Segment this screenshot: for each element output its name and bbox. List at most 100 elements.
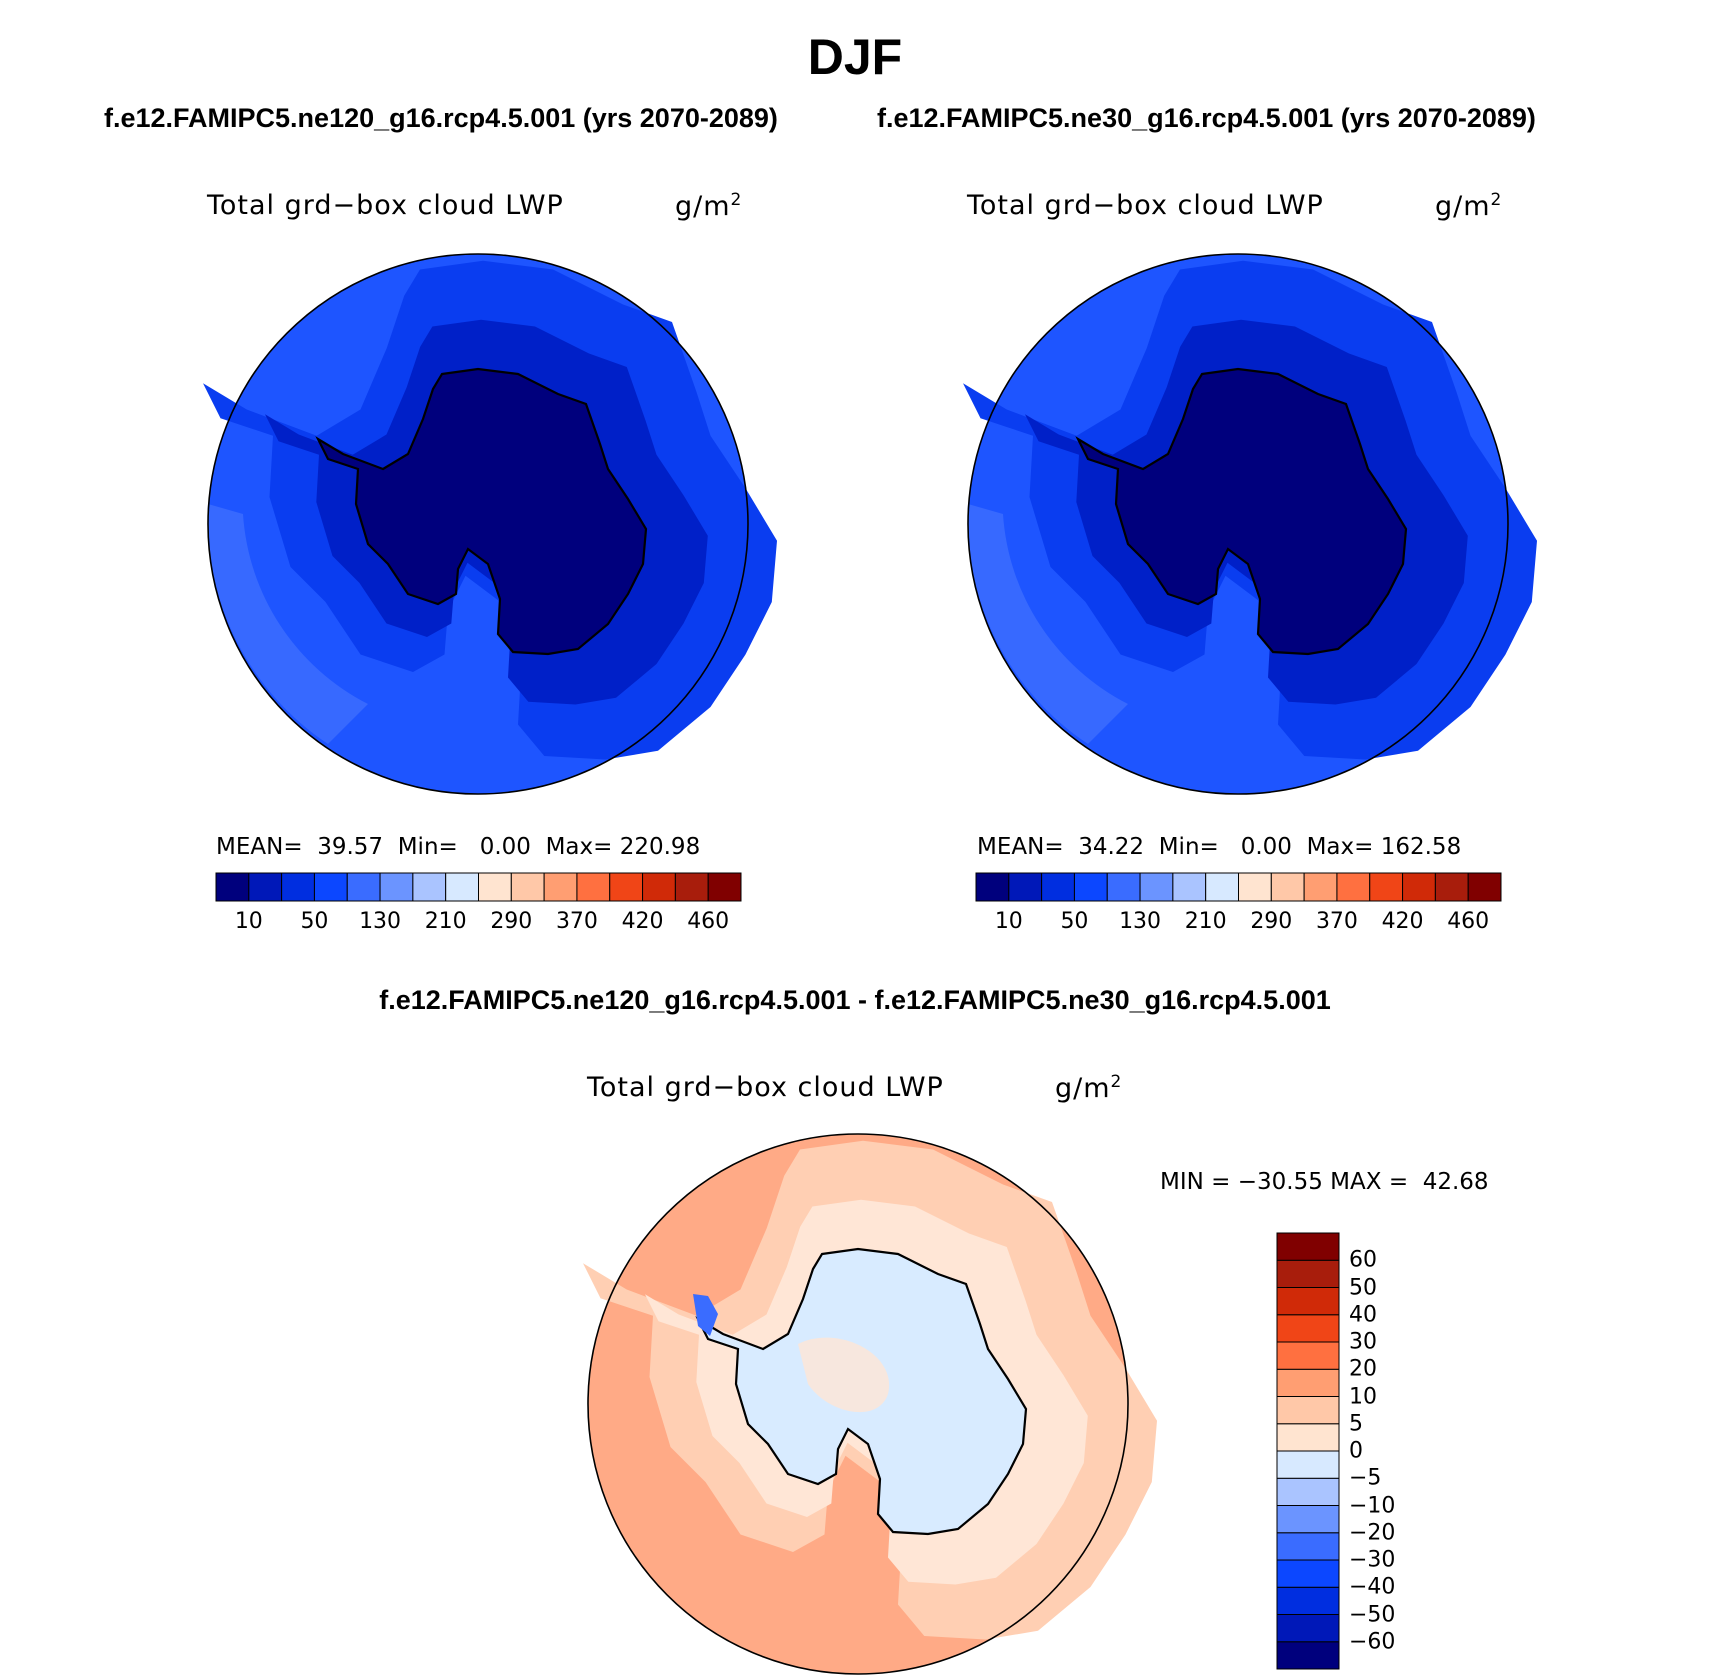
colorbar-swatch <box>707 872 742 902</box>
difference-stats: MIN = −30.55 MAX = 42.68 <box>1160 1169 1489 1195</box>
colorbar-tick-label: 290 <box>490 909 533 934</box>
colorbar-tick-label: 210 <box>424 909 467 934</box>
panel1-colorbar <box>215 872 742 902</box>
antarctica-coastline <box>315 367 648 656</box>
colorbar-tick-label: 460 <box>1447 909 1490 934</box>
colorbar-swatch <box>346 872 381 902</box>
colorbar-swatch <box>412 872 447 902</box>
peninsula-negative-patch <box>693 1294 718 1336</box>
colorbar-tick-label: 420 <box>1381 909 1424 934</box>
panel2-map <box>963 253 1537 795</box>
diff-min-label: MIN = <box>1160 1169 1231 1195</box>
colorbar-swatch <box>1276 1586 1340 1615</box>
panel1-mean-value: 39.57 <box>317 834 384 860</box>
colorbar-swatch <box>1303 872 1338 902</box>
colorbar-swatch <box>379 872 414 902</box>
colorbar-tick-label: 10 <box>1349 1384 1377 1409</box>
colorbar-swatch <box>1276 1532 1340 1561</box>
colorbar-swatch <box>1276 1477 1340 1506</box>
colorbar-swatch <box>1276 1341 1340 1370</box>
colorbar-swatch <box>1276 1314 1340 1343</box>
diff-max-label: MAX = <box>1330 1169 1409 1195</box>
panel1-max-label: Max= <box>545 834 613 860</box>
panel2-min-label: Min= <box>1158 834 1219 860</box>
colorbar-swatch <box>1276 1614 1340 1643</box>
colorbar-swatch <box>281 872 315 902</box>
colorbar-tick-label: −10 <box>1349 1493 1396 1518</box>
colorbar-swatch <box>1008 872 1043 902</box>
colorbar-swatch <box>1434 872 1469 902</box>
panel2-variable-label: Total grd−box cloud LWP <box>967 190 1324 221</box>
colorbar-tick-label: 370 <box>1315 909 1358 934</box>
panel1-colorbar-ticks: 10 50 130 210 290 370 420 460 <box>216 909 741 939</box>
map-border <box>967 253 1509 795</box>
colorbar-tick-label: 130 <box>359 909 402 934</box>
colorbar-swatch <box>1172 872 1207 902</box>
colorbar-swatch <box>1276 1259 1340 1288</box>
colorbar-tick-label: 290 <box>1250 909 1293 934</box>
colorbar-swatch <box>1276 1423 1340 1452</box>
colorbar-tick-label: 10 <box>994 909 1023 934</box>
colorbar-swatch <box>1467 872 1502 902</box>
panel2-max-value: 162.58 <box>1380 834 1462 860</box>
colorbar-swatch <box>445 872 479 902</box>
panel1-stats: MEAN= 39.57 Min= 0.00 Max= 220.98 <box>216 834 700 860</box>
diff-max-value: 42.68 <box>1422 1169 1489 1195</box>
colorbar-swatch <box>609 872 644 902</box>
diff-min-value: −30.55 <box>1237 1169 1323 1195</box>
panel2-colorbar <box>975 872 1502 902</box>
difference-colorbar-ticks: 60 50 40 30 20 10 5 0 −5 −10 −20 −30 −40 −50 −60 <box>1349 1233 1409 1669</box>
colorbar-swatch <box>543 872 578 902</box>
colorbar-swatch <box>1073 872 1108 902</box>
colorbar-tick-label: 460 <box>687 909 730 934</box>
colorbar-swatch <box>1276 1450 1340 1479</box>
colorbar-tick-label: 130 <box>1119 909 1162 934</box>
colorbar-swatch <box>215 872 250 902</box>
colorbar-swatch <box>1276 1287 1340 1316</box>
panel1-map <box>203 253 777 795</box>
colorbar-swatch <box>1276 1232 1340 1261</box>
panel1-units: g/m2 <box>675 190 743 222</box>
colorbar-swatch <box>1276 1368 1340 1397</box>
colorbar-tick-label: 20 <box>1349 1356 1377 1382</box>
panel2-units: g/m2 <box>1435 190 1503 222</box>
colorbar-swatch <box>1369 872 1404 902</box>
colorbar-tick-label: −5 <box>1349 1465 1382 1491</box>
colorbar-swatch <box>1276 1505 1340 1534</box>
panel2-case-title: f.e12.FAMIPC5.ne30_g16.rcp4.5.001 (yrs 2… <box>877 103 1536 133</box>
colorbar-tick-label: 50 <box>300 909 329 934</box>
panel2-colorbar-ticks: 10 50 130 210 290 370 420 460 <box>976 909 1501 939</box>
colorbar-tick-label: 40 <box>1349 1302 1377 1328</box>
interior-positive-patch <box>798 1337 890 1413</box>
colorbar-swatch <box>313 872 348 902</box>
colorbar-swatch <box>1238 872 1272 902</box>
light-patch <box>967 504 1128 744</box>
panel2-max-label: Max= <box>1306 834 1374 860</box>
colorbar-tick-label: 370 <box>555 909 598 934</box>
panel1-mean-label: MEAN= <box>216 834 303 860</box>
map-border <box>207 253 749 795</box>
difference-colorbar <box>1276 1232 1340 1670</box>
antarctica-coastline <box>1075 367 1408 656</box>
difference-title: f.e12.FAMIPC5.ne120_g16.rcp4.5.001 - f.e… <box>379 985 1331 1015</box>
colorbar-tick-label: 5 <box>1349 1411 1363 1437</box>
panel1-min-label: Min= <box>397 834 458 860</box>
colorbar-tick-label: 60 <box>1349 1247 1377 1273</box>
colorbar-swatch <box>1205 872 1239 902</box>
colorbar-swatch <box>1336 872 1371 902</box>
colorbar-tick-label: −30 <box>1349 1547 1396 1573</box>
colorbar-tick-label: 10 <box>234 909 263 934</box>
colorbar-tick-label: 210 <box>1184 909 1227 934</box>
colorbar-swatch <box>478 872 512 902</box>
panel1-variable-label: Total grd−box cloud LWP <box>207 190 564 221</box>
colorbar-swatch <box>1276 1559 1340 1588</box>
colorbar-swatch <box>674 872 709 902</box>
panel3-variable-label: Total grd−box cloud LWP <box>587 1072 944 1103</box>
colorbar-swatch <box>642 872 676 902</box>
colorbar-swatch <box>1276 1641 1340 1670</box>
panel1-max-value: 220.98 <box>619 834 701 860</box>
panel2-min-value: 0.00 <box>1240 834 1292 860</box>
difference-map <box>583 1133 1157 1675</box>
panel1-min-value: 0.00 <box>479 834 531 860</box>
colorbar-swatch <box>1041 872 1075 902</box>
